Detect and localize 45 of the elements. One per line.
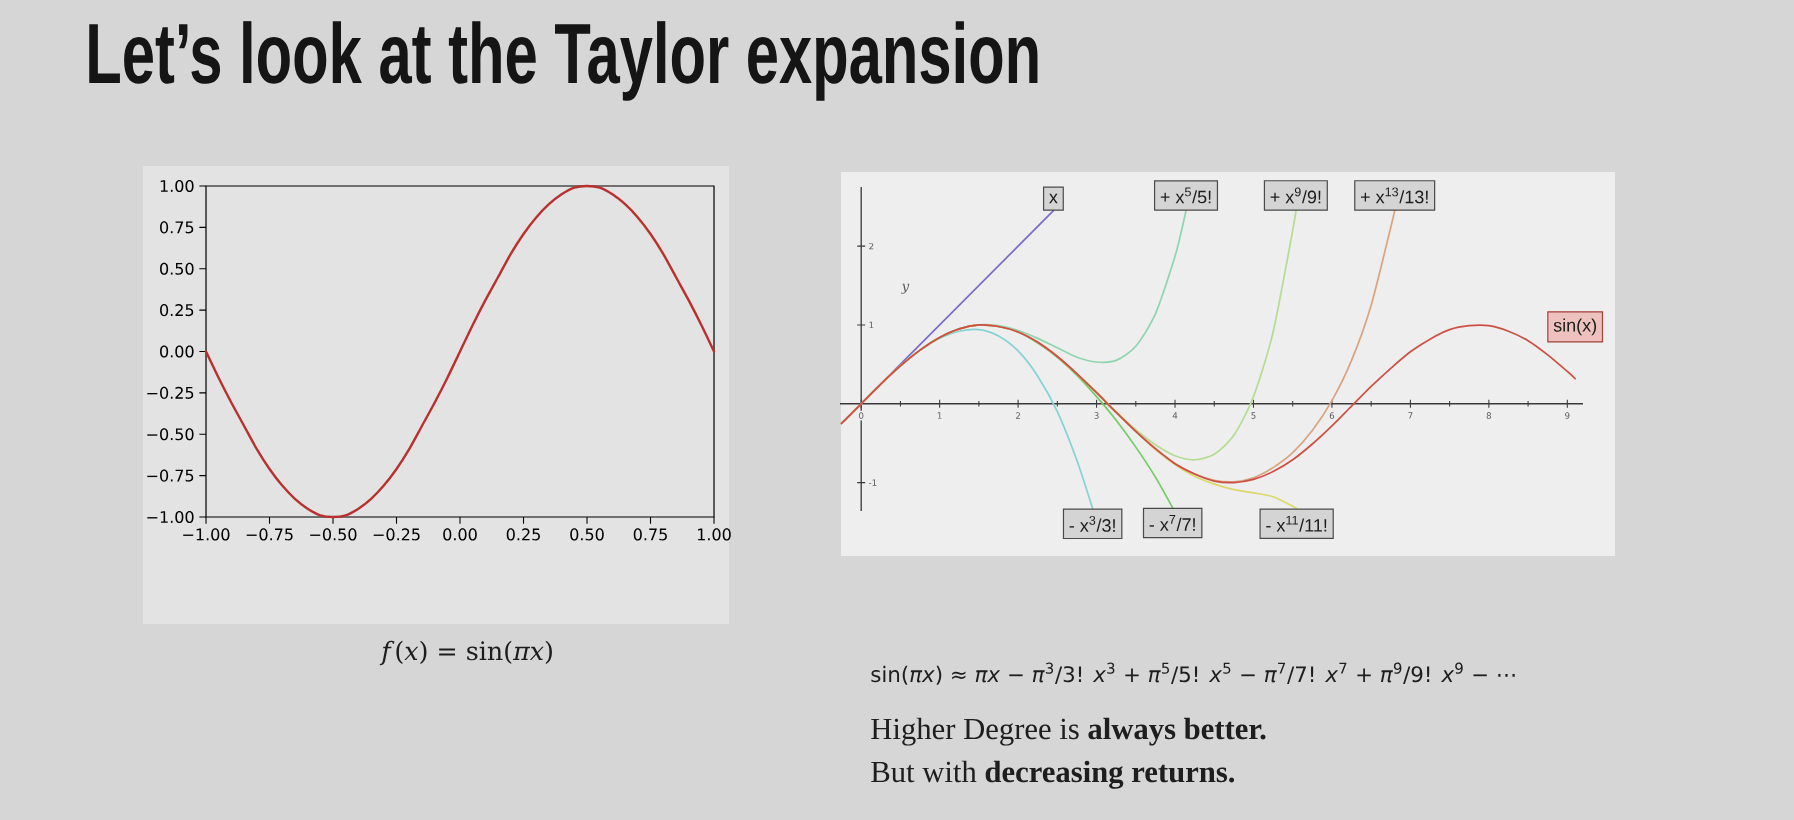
- series-label: sin(x): [1553, 318, 1597, 336]
- y-tick-label: −0.50: [147, 428, 194, 441]
- x-tick-label: −0.25: [373, 528, 420, 541]
- x-tick-label: 9: [1565, 412, 1570, 419]
- y-tick-label: −1.00: [147, 510, 194, 524]
- chart-title: Let’s look at the Taylor expansion: [89, 21, 1038, 101]
- x-tick-label: 4: [1172, 412, 1178, 419]
- x-tick-label: 8: [1486, 412, 1492, 419]
- series-label: - x$^{7}$/7!: [1149, 515, 1195, 531]
- y-tick-label: 1.00: [160, 179, 194, 193]
- text: Higher Degree is always better.: [871, 717, 1266, 746]
- y-tick-label: 0.75: [160, 221, 194, 234]
- text: f(x) = sin(πx): [379, 640, 552, 666]
- x-tick-label: 7: [1408, 412, 1413, 419]
- y-tick-label: 1: [869, 321, 874, 329]
- y-tick-label: 0.50: [160, 262, 194, 275]
- y-tick-label: 0.00: [160, 345, 194, 358]
- x-tick-label: 1.00: [697, 528, 731, 541]
- x-tick-label: 0.00: [443, 528, 477, 541]
- y-tick-label: −0.75: [147, 469, 194, 482]
- x-tick-label: −0.75: [246, 528, 293, 541]
- y-axis-title: y: [901, 283, 910, 294]
- y-tick-label: −0.25: [147, 386, 194, 399]
- text: sin(πx) ≈ πx − π$^{3}$/3! x$^{3}$ + π$^{5}$/5! x$^{5}$ − π$^{7}$/7! x$^{7}$ + π$^{9}$/9! x$^{9}$ − ⋯: [871, 662, 1515, 685]
- series-label: - x$^{3}$/3!: [1069, 515, 1115, 532]
- x-tick-label: −0.50: [310, 528, 357, 541]
- x-tick-label: 1: [937, 412, 942, 419]
- series-label: - x$^{11}$/11!: [1266, 515, 1327, 532]
- text: But with decreasing returns.: [871, 760, 1235, 789]
- x-tick-label: 0.75: [633, 528, 667, 541]
- x-tick-label: 0.25: [506, 528, 540, 541]
- x-tick-label: 0.50: [570, 528, 604, 541]
- series-label: + x$^{5}$/5!: [1160, 187, 1211, 204]
- x-tick-label: −1.00: [183, 528, 230, 541]
- y-tick-label: -1: [868, 479, 877, 486]
- x-tick-label: 6: [1329, 412, 1335, 419]
- series-label: + x$^{9}$/9!: [1270, 187, 1321, 204]
- x-tick-label: 3: [1094, 412, 1099, 419]
- x-tick-label: 5: [1251, 412, 1256, 419]
- x-tick-label: 2: [1015, 412, 1020, 419]
- series-label: x: [1049, 193, 1058, 204]
- series-label: + x$^{13}$/13!: [1360, 187, 1428, 204]
- y-tick-label: 0.25: [160, 304, 194, 317]
- y-tick-label: 2: [869, 242, 874, 250]
- x-tick-label: 0: [859, 412, 864, 419]
